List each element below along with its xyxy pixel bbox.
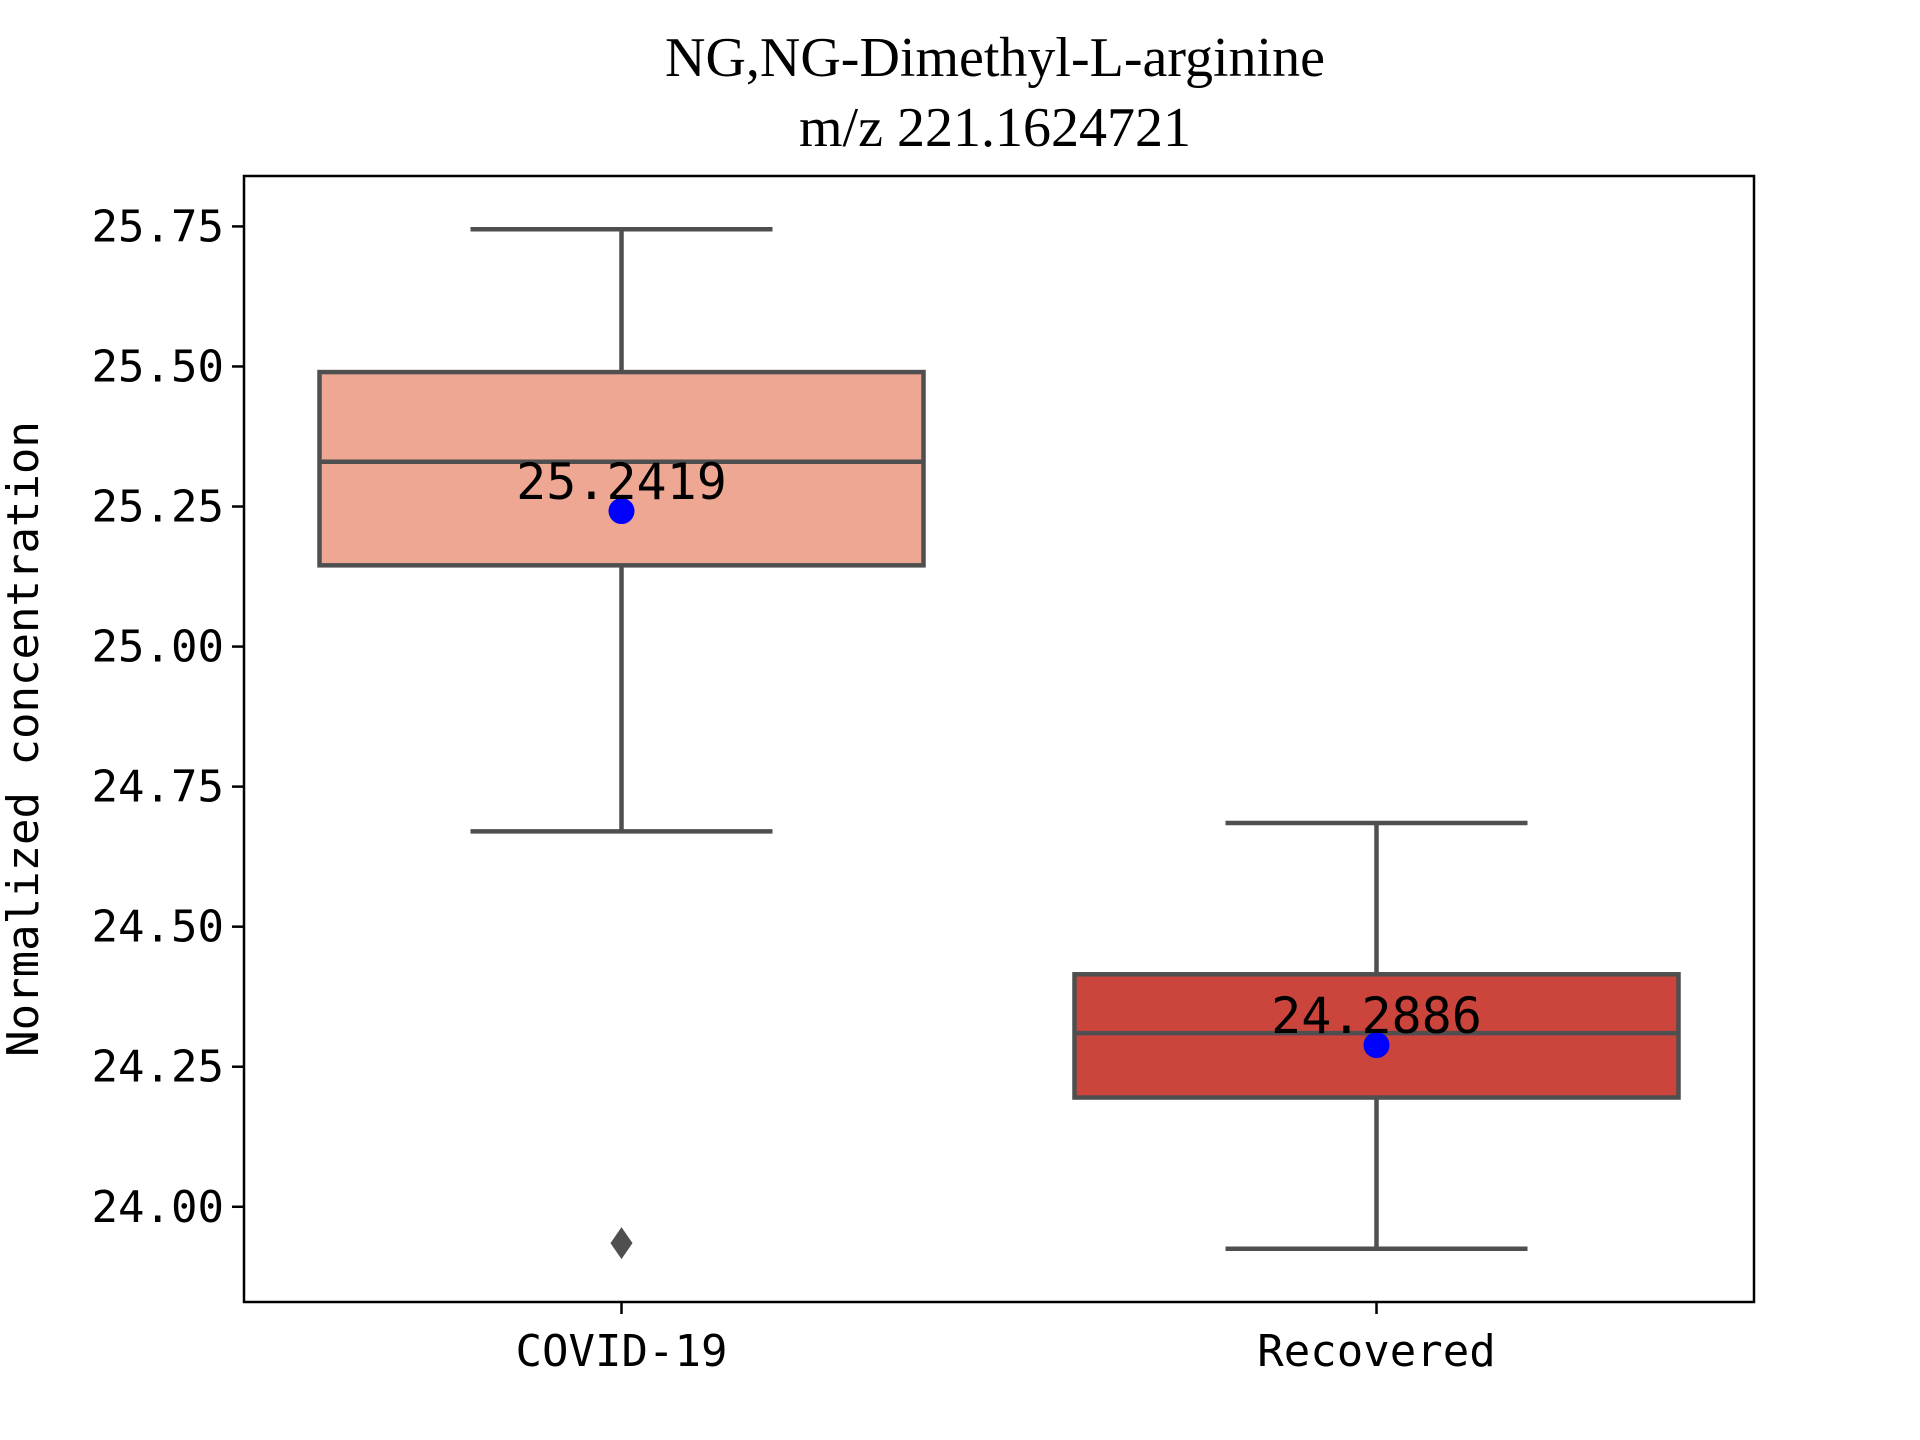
y-tick-label: 25.50 bbox=[92, 341, 224, 392]
x-tick-label: Recovered bbox=[1257, 1326, 1495, 1377]
chart-title: NG,NG-Dimethyl-L-arginine bbox=[665, 27, 1325, 89]
x-tick-label: COVID-19 bbox=[516, 1326, 728, 1377]
box-group-covid-19: 25.2419 bbox=[317, 226, 926, 1260]
mean-value-label: 25.2419 bbox=[516, 453, 727, 511]
y-tick-label: 25.25 bbox=[92, 482, 224, 533]
y-tick-label: 24.50 bbox=[92, 902, 224, 953]
outlier-marker bbox=[610, 1227, 633, 1260]
mean-marker bbox=[608, 498, 635, 525]
box-group-recovered: 24.2886 bbox=[1072, 820, 1681, 1252]
y-tick-label: 24.25 bbox=[92, 1042, 224, 1093]
y-tick-label: 24.75 bbox=[92, 762, 224, 813]
y-axis: 24.00 24.25 24.50 24.75 25.00 25.25 25.50 25.75 bbox=[92, 201, 244, 1233]
iqr-box bbox=[317, 369, 926, 568]
plot-area-frame bbox=[242, 174, 1756, 1304]
x-axis: COVID-19 Recovered bbox=[516, 1302, 1496, 1377]
y-tick-label: 25.75 bbox=[92, 201, 224, 252]
y-tick-label: 24.00 bbox=[92, 1182, 224, 1233]
chart-subtitle: m/z 221.1624721 bbox=[799, 97, 1191, 159]
mean-marker bbox=[1363, 1032, 1390, 1059]
mean-value-label: 24.2886 bbox=[1271, 987, 1482, 1045]
y-tick-label: 25.00 bbox=[92, 622, 224, 673]
y-axis-label: Normalized concentration bbox=[0, 421, 49, 1057]
boxes-layer: 25.2419 24.2886 bbox=[317, 226, 1681, 1260]
